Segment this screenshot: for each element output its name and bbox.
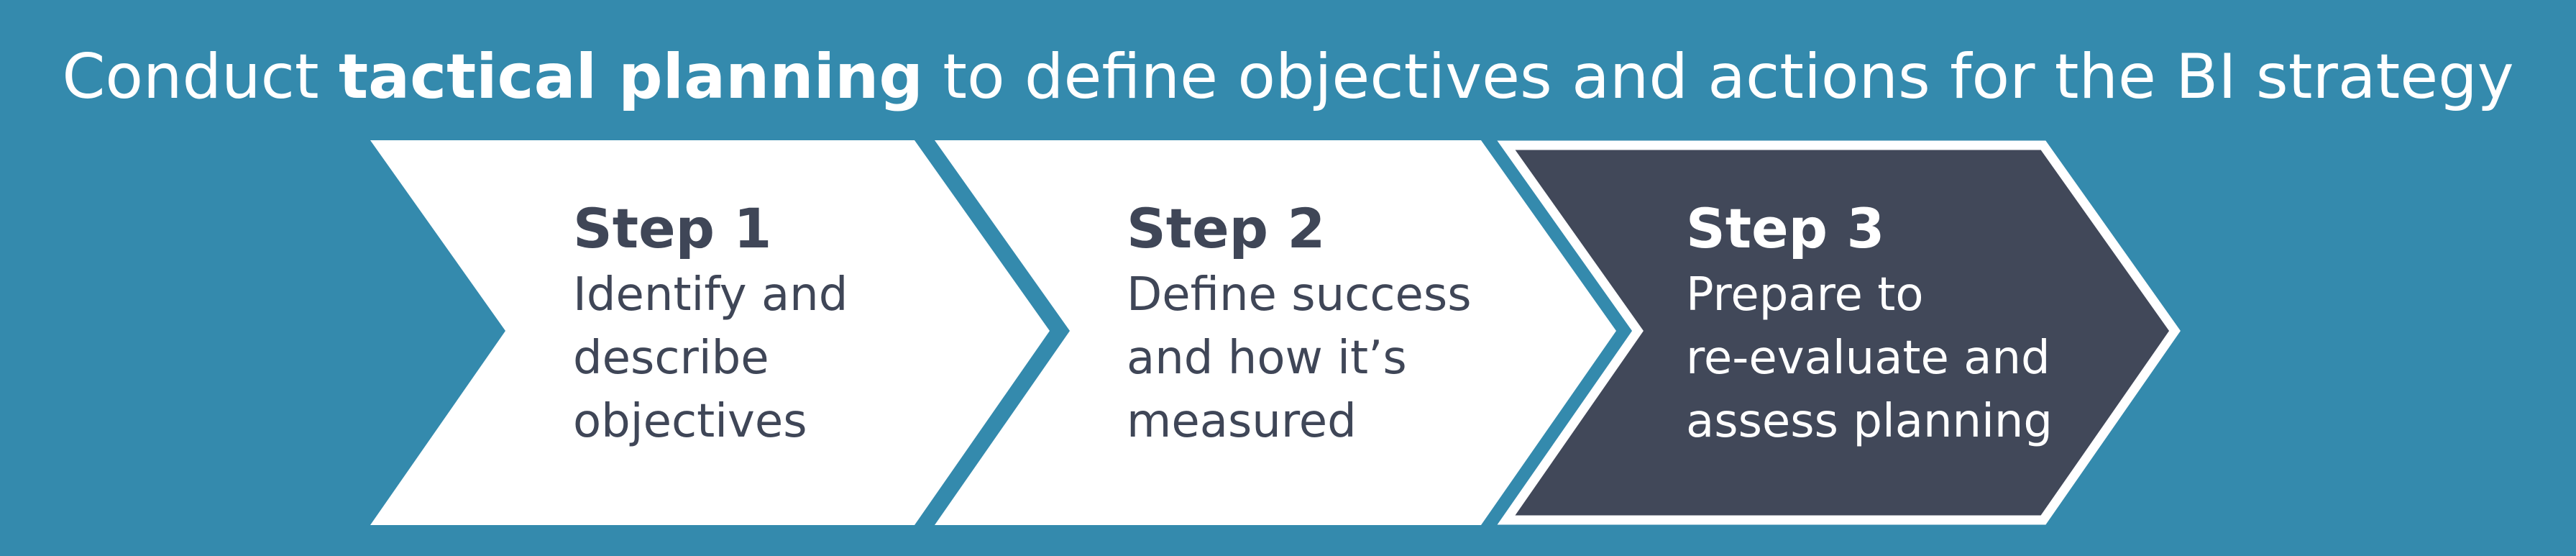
step-2-chevron: [935, 140, 1616, 525]
step-2-text: Step 2 Define success and how it’s measu…: [1127, 194, 1472, 453]
step-3-text: Step 3 Prepare to re-evaluate and assess…: [1686, 194, 2053, 453]
step-2-line-2: and how it’s: [1127, 332, 1407, 385]
title-post: to define objectives and actions for the…: [922, 41, 2514, 113]
step-1-chevron: [370, 140, 1050, 525]
step-1-description: Identify and describe objectives: [573, 263, 848, 453]
step-2-line-3: measured: [1127, 395, 1357, 448]
step-3-line-2: re-evaluate and: [1686, 332, 2050, 385]
step-1-line-3: objectives: [573, 395, 807, 448]
step-3-title: Step 3: [1686, 196, 1885, 260]
step-2-line-1: Define success: [1127, 268, 1472, 322]
step-1-title: Step 1: [573, 196, 772, 260]
step-3-line-3: assess planning: [1686, 395, 2053, 448]
step-3-description: Prepare to re-evaluate and assess planni…: [1686, 263, 2053, 453]
step-2-description: Define success and how it’s measured: [1127, 263, 1472, 453]
step-3-chevron: [1497, 140, 2181, 525]
step-1-line-1: Identify and: [573, 268, 848, 322]
step-1-text: Step 1 Identify and describe objectives: [573, 194, 848, 453]
step-1-line-2: describe: [573, 332, 769, 385]
step-2-title: Step 2: [1127, 196, 1326, 260]
title-bold: tactical planning: [338, 41, 923, 113]
step-3-line-1: Prepare to: [1686, 268, 1924, 322]
diagram-title: Conduct tactical planning to define obje…: [0, 37, 2576, 117]
title-pre: Conduct: [62, 41, 339, 113]
